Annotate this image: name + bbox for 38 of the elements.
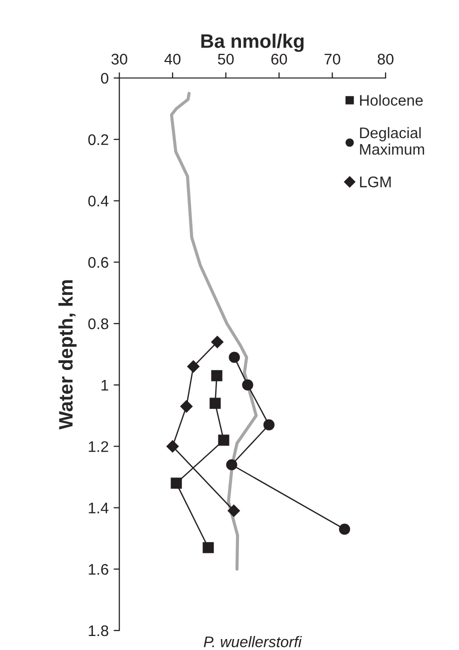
x-tick-label: 60 — [271, 54, 287, 65]
point — [218, 434, 230, 446]
point — [242, 379, 254, 390]
x-tick-label: 50 — [218, 54, 234, 65]
x-tick-label: 80 — [378, 54, 394, 65]
x-tick-label: 40 — [164, 54, 180, 65]
x-tick-label: 70 — [324, 54, 340, 65]
point — [166, 440, 179, 452]
y-axis-title: Water depth, km — [58, 280, 77, 430]
point — [226, 459, 238, 470]
y-tick-label: 1.4 — [88, 502, 108, 514]
point — [228, 504, 240, 517]
point — [263, 419, 275, 430]
y-tick-label: 0.4 — [88, 196, 108, 206]
line-series — [170, 92, 258, 571]
legend-label: Deglacial Maximum — [360, 127, 424, 155]
y-tick-label: 0.8 — [88, 318, 108, 330]
point — [211, 336, 224, 348]
point — [228, 352, 240, 363]
x-tick-label: 30 — [111, 54, 128, 65]
y-tick-label: 0.2 — [88, 134, 108, 146]
x-axis-title: Ba nmol/kg — [201, 34, 304, 52]
point — [202, 542, 214, 554]
point — [180, 400, 193, 413]
y-tick-label: 1 — [102, 380, 108, 390]
y-tick-label: 0 — [101, 72, 108, 84]
point — [170, 478, 182, 489]
text: P. wuellerstorfi — [204, 636, 302, 648]
point — [339, 524, 350, 535]
y-tick-label: 1.6 — [88, 564, 108, 575]
point — [187, 360, 200, 373]
point — [211, 370, 222, 382]
y-tick-label: 1.2 — [88, 441, 108, 452]
legend-label: Holocene — [360, 94, 423, 106]
y-tick-label: 0.6 — [88, 257, 108, 268]
legend-label: LGM — [360, 176, 391, 188]
point — [210, 398, 221, 409]
y-tick-label: 1.8 — [88, 625, 108, 636]
